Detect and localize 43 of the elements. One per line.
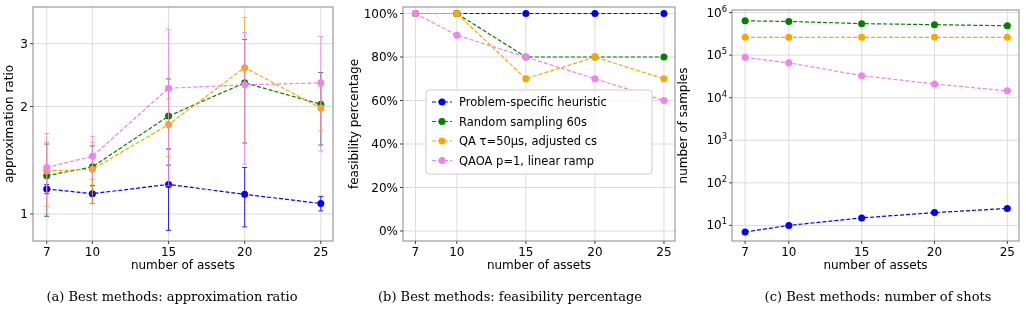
x-tick-label: 10 bbox=[781, 245, 797, 259]
y-tick-label: 10$^{2}$ bbox=[706, 173, 727, 190]
y-tick-label: 10$^{1}$ bbox=[706, 216, 727, 233]
legend-label: Problem-specific heuristic bbox=[459, 95, 607, 109]
y-tick-label: 0% bbox=[378, 224, 398, 238]
x-tick-label: 25 bbox=[656, 245, 672, 259]
x-tick-label: 25 bbox=[313, 245, 329, 259]
text: (a) Best methods: approximation ratio bbox=[46, 289, 298, 304]
x-axis-title: number of assets bbox=[130, 258, 236, 272]
legend-label: QA τ=50μs, adjusted cs bbox=[459, 134, 598, 148]
x-tick-label: 7 bbox=[741, 245, 749, 259]
text: (c) Best methods: number of shots bbox=[764, 289, 992, 304]
x-tick-label: 10 bbox=[84, 245, 101, 259]
x-tick-label: 10 bbox=[449, 245, 465, 259]
legend-label: QAOA p=1, linear ramp bbox=[459, 153, 595, 168]
y-tick-label: 2 bbox=[20, 99, 28, 114]
y-tick-label: 60% bbox=[371, 93, 398, 108]
y-tick-label: 3 bbox=[20, 36, 28, 51]
y-tick-label: 10$^{6}$ bbox=[706, 3, 727, 20]
text: (b) Best methods: feasibility percentage bbox=[378, 289, 643, 304]
y-tick-label: 80% bbox=[371, 50, 398, 65]
x-tick-label: 7 bbox=[411, 245, 420, 259]
x-tick-label: 20 bbox=[926, 245, 943, 259]
legend-label: Random sampling 60s bbox=[459, 114, 588, 129]
x-tick-label: 20 bbox=[237, 245, 253, 259]
y-tick-label: 40% bbox=[371, 137, 398, 152]
x-axis-title: number of assets bbox=[823, 258, 928, 272]
x-tick-label: 15 bbox=[518, 245, 534, 259]
y-tick-label: 20% bbox=[371, 180, 398, 195]
y-tick-label: 10$^{5}$ bbox=[706, 46, 727, 63]
x-tick-label: 15 bbox=[854, 245, 870, 259]
y-tick-label: 10$^{4}$ bbox=[706, 88, 727, 105]
x-tick-label: 7 bbox=[42, 245, 51, 259]
y-axis-title: approximation ratio bbox=[2, 64, 16, 184]
x-tick-label: 20 bbox=[587, 245, 603, 259]
x-axis-title: number of assets bbox=[486, 258, 592, 272]
y-tick-label: 10$^{3}$ bbox=[706, 131, 727, 148]
y-tick-label: 1 bbox=[20, 206, 28, 221]
x-tick-label: 15 bbox=[160, 245, 177, 259]
y-tick-label: 100% bbox=[363, 6, 398, 21]
y-axis-title: feasibility percentage bbox=[347, 58, 361, 190]
y-axis-title: number of samples bbox=[676, 67, 690, 184]
x-tick-label: 25 bbox=[999, 245, 1015, 259]
